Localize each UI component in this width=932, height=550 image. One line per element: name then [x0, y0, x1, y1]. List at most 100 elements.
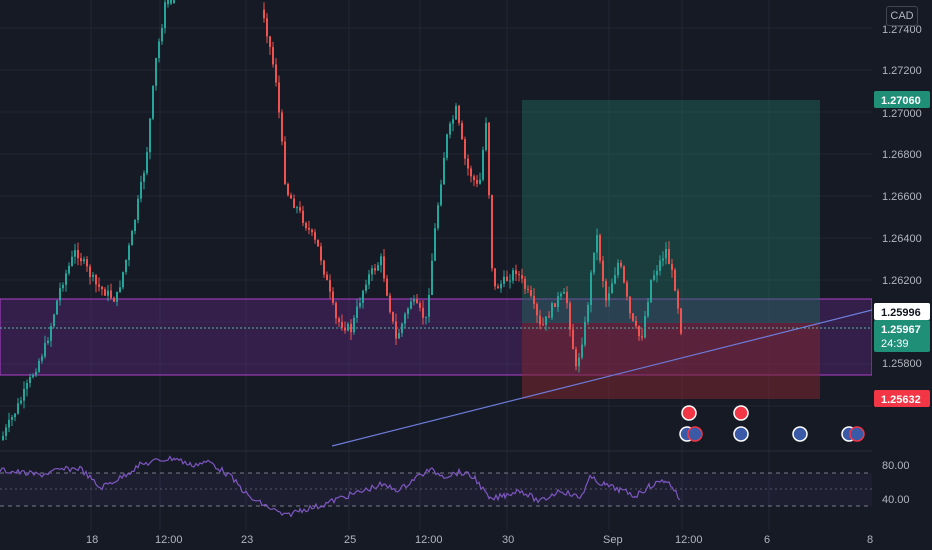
candle-body[interactable] — [566, 291, 568, 304]
candle-body[interactable] — [620, 262, 622, 267]
candle-body[interactable] — [365, 284, 367, 291]
candle-body[interactable] — [569, 303, 571, 330]
candle-body[interactable] — [494, 268, 496, 287]
candle-body[interactable] — [269, 36, 271, 48]
candle-body[interactable] — [401, 323, 403, 334]
candle-body[interactable] — [104, 289, 106, 296]
candle-body[interactable] — [416, 299, 418, 304]
candle-body[interactable] — [446, 134, 448, 158]
candle-body[interactable] — [122, 271, 124, 288]
candle-body[interactable] — [332, 291, 334, 303]
candle-body[interactable] — [398, 333, 400, 339]
candle-body[interactable] — [77, 250, 79, 259]
candle-body[interactable] — [602, 260, 604, 282]
candle-body[interactable] — [56, 300, 58, 315]
candle-body[interactable] — [47, 340, 49, 343]
candle-body[interactable] — [281, 112, 283, 142]
candle-body[interactable] — [557, 296, 559, 307]
candle-body[interactable] — [491, 195, 493, 269]
candle-body[interactable] — [512, 270, 514, 281]
candle-body[interactable] — [608, 293, 610, 301]
candle-body[interactable] — [320, 246, 322, 261]
candle-body[interactable] — [572, 329, 574, 350]
candle-body[interactable] — [599, 235, 601, 261]
candle-body[interactable] — [299, 207, 301, 211]
candle-body[interactable] — [662, 258, 664, 261]
candle-body[interactable] — [140, 181, 142, 199]
candle-body[interactable] — [326, 274, 328, 281]
candle-body[interactable] — [425, 316, 427, 318]
candle-body[interactable] — [74, 250, 76, 257]
candle-body[interactable] — [413, 299, 415, 302]
candle-body[interactable] — [461, 122, 463, 140]
candle-body[interactable] — [275, 64, 277, 83]
candle-body[interactable] — [476, 180, 478, 184]
event-icon[interactable] — [733, 426, 749, 442]
candle-body[interactable] — [134, 219, 136, 232]
candle-body[interactable] — [101, 286, 103, 290]
candle-body[interactable] — [164, 2, 166, 29]
candle-body[interactable] — [449, 123, 451, 135]
candle-body[interactable] — [98, 284, 100, 287]
candle-body[interactable] — [392, 311, 394, 322]
rsi-line[interactable] — [0, 455, 681, 518]
candle-body[interactable] — [626, 282, 628, 297]
candle-body[interactable] — [83, 259, 85, 262]
candle-body[interactable] — [485, 122, 487, 150]
candle-body[interactable] — [11, 417, 13, 420]
candle-body[interactable] — [35, 371, 37, 376]
candle-body[interactable] — [86, 259, 88, 267]
candle-body[interactable] — [353, 317, 355, 333]
candle-body[interactable] — [344, 327, 346, 331]
candle-body[interactable] — [545, 316, 547, 325]
candle-body[interactable] — [32, 375, 34, 378]
candle-body[interactable] — [593, 252, 595, 273]
candle-body[interactable] — [284, 141, 286, 184]
candle-body[interactable] — [410, 301, 412, 309]
candle-body[interactable] — [605, 281, 607, 301]
candle-body[interactable] — [329, 280, 331, 292]
candle-body[interactable] — [644, 316, 646, 338]
candle-body[interactable] — [170, 0, 172, 4]
candle-body[interactable] — [89, 266, 91, 277]
candle-body[interactable] — [368, 274, 370, 285]
candle-body[interactable] — [440, 184, 442, 206]
candle-body[interactable] — [5, 427, 7, 436]
candle-body[interactable] — [623, 266, 625, 283]
candle-body[interactable] — [479, 179, 481, 184]
candle-body[interactable] — [92, 274, 94, 277]
candle-body[interactable] — [521, 275, 523, 279]
candle-body[interactable] — [389, 295, 391, 312]
candle-body[interactable] — [23, 388, 25, 401]
price-axis[interactable]: 1.27400 1.27200 1.27000 1.26800 1.26600 … — [872, 0, 932, 530]
candle-body[interactable] — [29, 377, 31, 384]
candle-body[interactable] — [110, 290, 112, 298]
candle-body[interactable] — [137, 198, 139, 220]
candle-body[interactable] — [404, 314, 406, 324]
candle-body[interactable] — [527, 288, 529, 290]
candle-body[interactable] — [536, 304, 538, 316]
candle-body[interactable] — [674, 269, 676, 291]
candle-body[interactable] — [338, 318, 340, 322]
event-icon[interactable] — [733, 405, 749, 421]
candle-body[interactable] — [374, 268, 376, 271]
candle-body[interactable] — [419, 303, 421, 308]
candle-body[interactable] — [38, 360, 40, 372]
candle-body[interactable] — [17, 403, 19, 414]
candle-body[interactable] — [335, 302, 337, 319]
candle-body[interactable] — [113, 297, 115, 302]
candle-body[interactable] — [359, 302, 361, 307]
event-icon[interactable] — [792, 426, 808, 442]
candle-body[interactable] — [371, 268, 373, 275]
candle-body[interactable] — [488, 122, 490, 196]
candle-body[interactable] — [152, 85, 154, 119]
candle-body[interactable] — [158, 41, 160, 59]
candle-body[interactable] — [287, 183, 289, 196]
candle-body[interactable] — [80, 258, 82, 262]
candle-body[interactable] — [554, 303, 556, 307]
candle-body[interactable] — [314, 232, 316, 240]
candle-body[interactable] — [53, 314, 55, 327]
candle-body[interactable] — [356, 306, 358, 318]
candle-body[interactable] — [653, 275, 655, 280]
